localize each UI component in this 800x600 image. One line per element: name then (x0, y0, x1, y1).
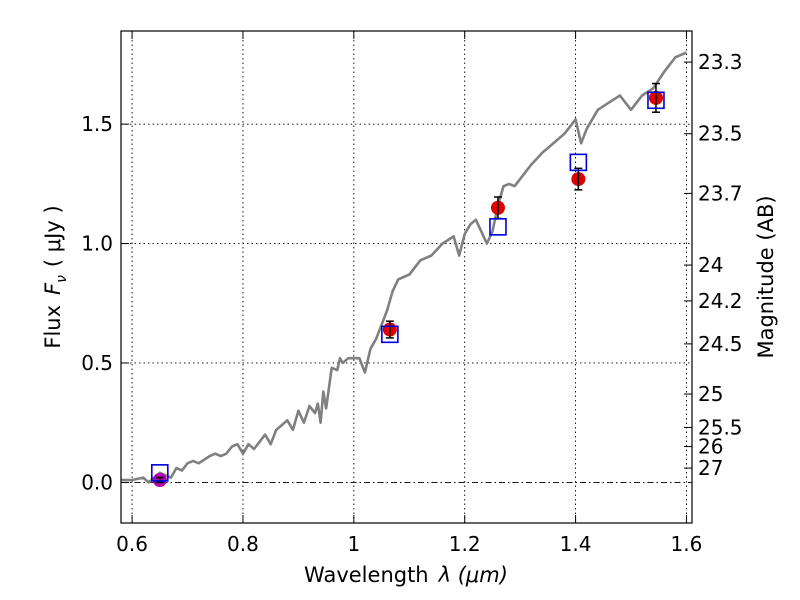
x-tick-label: 1.2 (449, 532, 481, 556)
y-axis-label: FluxFν( μJy ) (41, 205, 70, 348)
y-tick-label: 0.5 (81, 351, 113, 375)
x-axis-label: Wavelength λ (μm) (304, 563, 508, 587)
x-tick-label: 0.8 (227, 532, 259, 556)
right-tick-label: 26 (698, 435, 723, 459)
y-tick-label: 1.0 (81, 232, 113, 256)
right-tick-label: 25.5 (698, 415, 743, 439)
synthetic-point (151, 464, 169, 482)
right-tick-label: 24 (698, 253, 723, 277)
ticks: 0.6 0.8 1 1.2 1.4 1.6 0.0 0.5 1.0 1.5 23.3 23.5 23.7… (81, 31, 743, 556)
right-tick-label: 27 (698, 456, 723, 480)
x-tick-label: 1.4 (560, 532, 592, 556)
right-tick-label: 23.3 (698, 50, 743, 74)
right-tick-label: 24.2 (698, 289, 743, 313)
data-layer (121, 51, 692, 488)
right-tick-label: 24.5 (698, 332, 743, 356)
synthetic-point (381, 325, 399, 344)
right-axis-label: Magnitude (AB) (754, 195, 778, 358)
model-spectrum-line (121, 51, 688, 484)
synthetic-point (489, 218, 507, 236)
x-tick-label: 1 (347, 532, 360, 556)
right-tick-label: 23.7 (698, 181, 743, 205)
y-tick-label: 0.0 (81, 470, 113, 494)
x-tick-label: 1.6 (671, 532, 703, 556)
y-tick-label: 1.5 (81, 112, 113, 136)
right-tick-label: 25 (698, 382, 723, 406)
synthetic-point (569, 153, 588, 172)
synthetic-point (647, 91, 665, 110)
x-tick-label: 0.6 (116, 532, 148, 556)
right-tick-label: 23.5 (698, 122, 743, 146)
plot-frame (120, 30, 693, 524)
